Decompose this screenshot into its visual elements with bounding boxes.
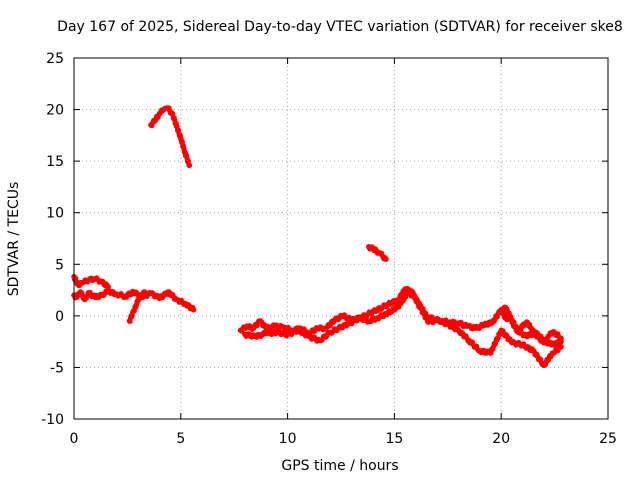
x-tick-label: 5 bbox=[176, 431, 185, 447]
series-group bbox=[366, 244, 389, 262]
y-tick-label: -5 bbox=[50, 360, 64, 376]
y-tick-label: 15 bbox=[46, 154, 64, 170]
y-tick-label: 20 bbox=[46, 103, 64, 119]
y-tick-label: 5 bbox=[55, 257, 64, 273]
x-tick-label: 20 bbox=[492, 431, 510, 447]
data-point bbox=[170, 111, 176, 117]
y-axis-title: SDTVAR / TECUs bbox=[6, 182, 22, 297]
y-tick-label: 0 bbox=[55, 309, 64, 325]
x-tick-labels: 0 5 10 15 20 25 bbox=[70, 431, 617, 447]
data-point bbox=[105, 284, 111, 290]
chart-title: Day 167 of 2025, Sidereal Day-to-day VTE… bbox=[57, 19, 623, 35]
data-point bbox=[141, 289, 148, 295]
data-point bbox=[190, 306, 197, 313]
x-axis-title: GPS time / hours bbox=[281, 458, 398, 474]
series-group bbox=[148, 105, 193, 169]
x-tick-label: 15 bbox=[385, 431, 403, 447]
y-tick-label: 10 bbox=[46, 206, 64, 222]
series-group bbox=[242, 285, 564, 369]
series-group bbox=[71, 273, 111, 290]
y-tick-label: -10 bbox=[41, 412, 64, 428]
data-point bbox=[558, 335, 564, 342]
x-tick-label: 10 bbox=[279, 431, 297, 447]
data-point bbox=[383, 256, 389, 262]
ticks bbox=[73, 57, 609, 420]
series-group bbox=[126, 289, 148, 324]
data-point bbox=[558, 344, 564, 350]
data-point bbox=[186, 162, 193, 169]
series-group bbox=[71, 288, 197, 313]
series-group bbox=[498, 304, 564, 346]
y-tick-label: 25 bbox=[46, 51, 64, 67]
plot-frame bbox=[73, 57, 609, 420]
x-tick-label: 0 bbox=[70, 431, 79, 447]
data-layer bbox=[71, 105, 564, 369]
x-tick-label: 25 bbox=[599, 431, 617, 447]
grid bbox=[74, 58, 608, 419]
y-tick-labels: -10 -5 0 5 10 15 20 25 bbox=[41, 51, 64, 428]
